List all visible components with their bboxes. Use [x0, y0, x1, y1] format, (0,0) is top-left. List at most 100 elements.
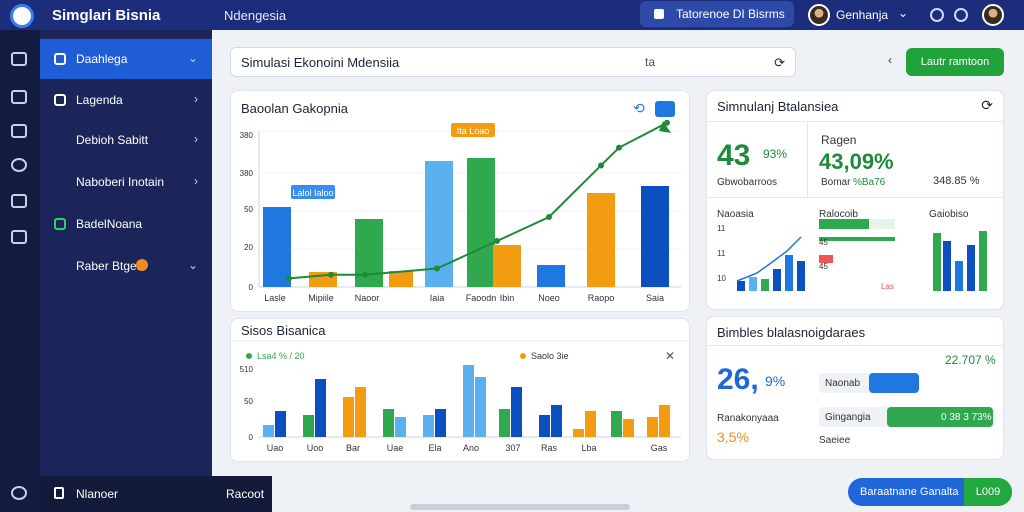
- bar: [659, 405, 670, 437]
- bottom-chart-card: Sisos Bisanica Lsa4 % / 20 Saolo 3ie ✕ 0…: [230, 318, 691, 462]
- layout-icon[interactable]: [11, 52, 27, 66]
- x-tick: Raopo: [588, 293, 615, 303]
- y-tick: 0: [249, 283, 254, 292]
- chevron-right-icon: ›: [194, 92, 198, 106]
- sidebar-item-label: Daahlega: [76, 52, 128, 66]
- sidebar-item-raber[interactable]: Raber Btger ⌄: [40, 246, 212, 286]
- app-logo-icon: [10, 4, 34, 28]
- x-tick: Iaia: [430, 293, 445, 303]
- avatar[interactable]: [808, 4, 830, 26]
- info-icon[interactable]: [954, 8, 968, 22]
- action-button[interactable]: Baraatnane Ganalta L009: [848, 478, 1012, 506]
- folder-icon[interactable]: [11, 230, 27, 244]
- icon-rail: [0, 30, 40, 512]
- bar: [355, 387, 366, 437]
- settings-icon[interactable]: [11, 486, 27, 500]
- mini-charts-svg: 11 11 10 45 45 Las: [717, 219, 987, 291]
- legend-orange-dot: [520, 353, 526, 359]
- mini-bar: [785, 255, 793, 291]
- user-icon: [54, 487, 64, 499]
- recycle-icon[interactable]: ⟲: [633, 100, 645, 116]
- bar: [493, 245, 521, 287]
- bar2-fill: [887, 407, 993, 427]
- legend-orange: Saolo 3ie: [531, 351, 569, 361]
- bimbles-pct-top: 22.707 %: [945, 353, 996, 367]
- sidebar-item-label: Debioh Sabitt: [76, 133, 149, 147]
- x-tick: Uoo: [307, 443, 324, 453]
- bar: [467, 158, 495, 287]
- trend-point: [434, 265, 440, 272]
- bimbles-big-pct: 9%: [765, 373, 786, 389]
- footer-left-label[interactable]: Nlanoer: [76, 487, 119, 501]
- simulation-card: Simnulanj Btalansiea ⟳ 43 93% Gbwobarroo…: [706, 90, 1005, 310]
- horizontal-scrollbar[interactable]: [410, 504, 630, 510]
- bar: [641, 186, 669, 287]
- top-bar: Simglari Bisnia Ndengesia Tatorenoe DI B…: [0, 0, 1024, 30]
- chart-icon[interactable]: [11, 194, 27, 208]
- mini-bar: [943, 241, 951, 291]
- help-icon[interactable]: [930, 8, 944, 22]
- bar: [263, 425, 274, 437]
- footer-right-label[interactable]: Racoot: [226, 487, 265, 501]
- x-tick: Lasle: [264, 293, 286, 303]
- sidebar-item-label: Naboberi Inotain: [76, 175, 165, 189]
- bar: [475, 377, 486, 437]
- workspace-pill-button[interactable]: Tatorenoe DI Bisrms: [640, 1, 794, 27]
- chevron-left-icon[interactable]: ‹: [888, 53, 892, 67]
- y-tick: 380: [240, 169, 254, 178]
- trend-point: [598, 162, 604, 169]
- refresh-icon[interactable]: ⟳: [981, 97, 993, 113]
- mini-b-value: Las: [881, 282, 894, 291]
- bimbles-big-value: 26,: [717, 363, 759, 396]
- document-icon: [654, 9, 664, 19]
- kpi3-value: 348.85 %: [933, 175, 980, 187]
- divider: [707, 197, 1005, 198]
- kpi-caption: Gbwobarroos: [717, 177, 778, 188]
- y-tick: 20: [244, 243, 253, 252]
- search-input[interactable]: Simulasi Ekonoini Mdensiia ta ⟳: [230, 47, 796, 77]
- user-name[interactable]: Genhanja: [836, 8, 889, 22]
- bar: [611, 411, 622, 437]
- bar1-label: Naonab: [825, 378, 861, 389]
- main-chart-card: Baoolan Gakopnia ⟲ 0 20 50 380 380 Lasle Mipi…: [230, 90, 690, 312]
- square-icon: [54, 94, 66, 106]
- bar: [537, 265, 565, 287]
- bottom-chart-svg: Lsa4 % / 20 Saolo 3ie ✕ 0 50 510 Uao Uoo Bar…: [231, 340, 691, 453]
- bar: [511, 387, 522, 437]
- chevron-down-icon[interactable]: ⌄: [898, 6, 909, 20]
- refresh-icon[interactable]: ⟳: [774, 55, 785, 70]
- sidebar-item-dashboard[interactable]: Daahlega ⌄: [40, 39, 212, 79]
- bar: [499, 409, 510, 437]
- callout-left: Lalol Ialoo: [292, 188, 333, 198]
- bar: [315, 379, 326, 437]
- run-button[interactable]: Lautr ramtoon: [906, 48, 1004, 76]
- divider: [707, 345, 1005, 346]
- sidebar-item-badel[interactable]: BadelNoana: [40, 204, 212, 244]
- bar: [355, 219, 383, 287]
- sidebar-item-legend[interactable]: Lagenda ›: [40, 80, 212, 120]
- flow-icon[interactable]: [11, 90, 27, 104]
- profile-avatar[interactable]: [982, 4, 1004, 26]
- sidebar-item-info[interactable]: Naboberi Inotain ›: [40, 162, 212, 202]
- bar: [389, 271, 413, 287]
- callout-top: Ita Loao: [457, 126, 490, 136]
- bar1-fill: [869, 373, 919, 393]
- x-tick: Ela: [428, 443, 441, 453]
- bar: [425, 161, 453, 287]
- close-icon[interactable]: ✕: [665, 349, 675, 363]
- bar: [587, 193, 615, 287]
- notification-badge: [136, 259, 148, 271]
- chevron-right-icon: ›: [194, 174, 198, 188]
- workspace-pill-label: Tatorenoe DI Bisrms: [676, 7, 785, 21]
- sidebar-item-debit[interactable]: Debioh Sabitt ›: [40, 120, 212, 160]
- sidebar: Daahlega ⌄ Lagenda › Debioh Sabitt › Nab…: [40, 30, 212, 512]
- headset-icon[interactable]: [11, 158, 27, 172]
- mini-bar: [749, 277, 757, 291]
- mini-a-title: Naoasia: [717, 209, 754, 220]
- simulation-title: Simnulanj Btalansiea: [717, 99, 839, 114]
- tools-icon[interactable]: [11, 124, 27, 138]
- callout-top-bg: [451, 123, 495, 137]
- callout-left-bg: [291, 185, 335, 199]
- export-icon[interactable]: [655, 101, 675, 117]
- top-center-label[interactable]: Ndengesia: [224, 8, 287, 23]
